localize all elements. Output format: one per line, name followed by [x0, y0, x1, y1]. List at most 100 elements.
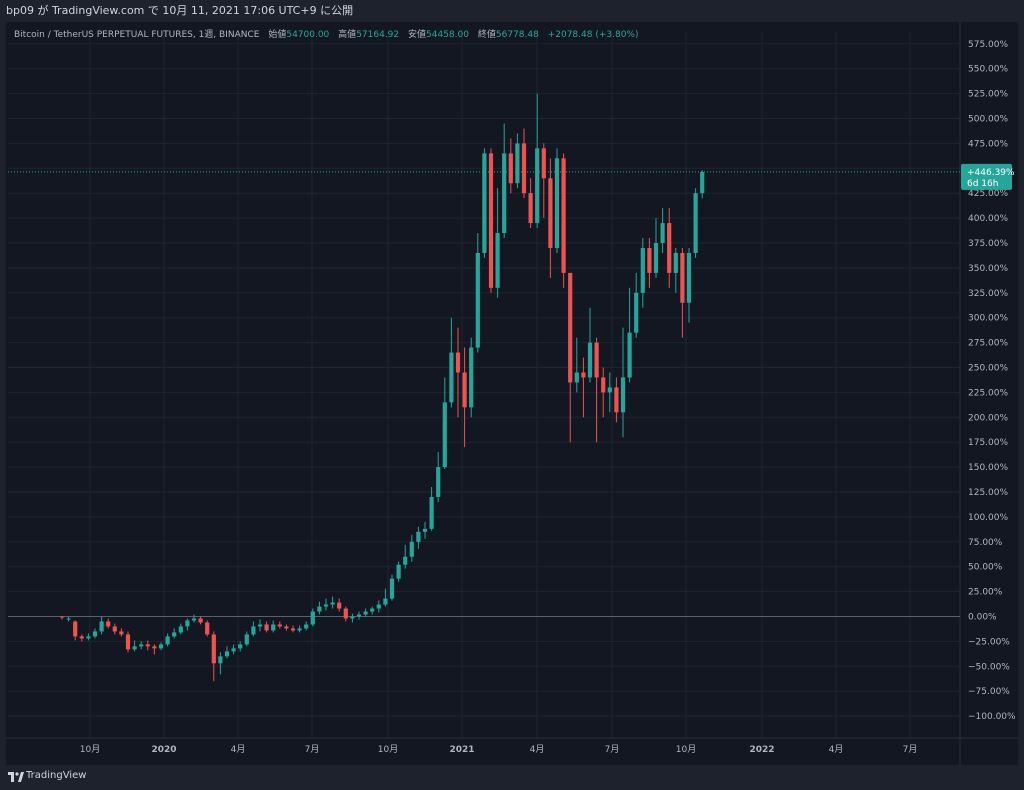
y-tick-label: 275.00%	[968, 339, 1008, 349]
tradingview-logo-icon	[8, 772, 24, 782]
x-tick-label: 4月	[829, 744, 844, 755]
candle-body	[185, 620, 190, 627]
legend-close: 56778.48	[495, 30, 539, 40]
candle-body	[323, 604, 329, 607]
candle-body	[244, 634, 249, 645]
candle-body	[251, 626, 256, 635]
candle-body	[178, 626, 183, 633]
candle-body	[601, 377, 606, 393]
candle-body	[581, 372, 586, 378]
candle-body	[508, 153, 513, 184]
candle-body	[310, 611, 315, 625]
y-tick-label: 25.00%	[968, 588, 1003, 598]
candle-body	[297, 628, 302, 631]
candle-body	[66, 618, 71, 620]
x-tick-label: 10月	[676, 744, 696, 755]
candle-body	[594, 342, 599, 378]
candle-body	[363, 611, 368, 615]
candle-body	[86, 636, 91, 639]
candle-body	[257, 624, 263, 627]
x-tick-label: 7月	[903, 744, 918, 755]
footer-brand: TradingView	[26, 770, 87, 781]
candle-body	[686, 252, 692, 303]
candle-body	[700, 171, 705, 194]
candle-body	[172, 632, 177, 637]
legend-low: 54458.00	[426, 30, 469, 40]
y-tick-label: 575.00%	[968, 40, 1008, 50]
y-tick-label: 400.00%	[968, 214, 1008, 224]
candle-body	[145, 644, 150, 647]
candle-body	[574, 372, 579, 383]
y-tick-label: 550.00%	[968, 65, 1008, 75]
candle-body	[515, 143, 520, 184]
candle-body	[614, 387, 619, 413]
candle-body	[224, 651, 230, 657]
chart-legend: Bitcoin / TetherUS PERPETUAL FUTURES, 1週…	[14, 27, 638, 40]
candle-body	[640, 247, 645, 293]
price-tag-bg	[961, 163, 1012, 190]
candle-body	[317, 606, 322, 612]
candle-body	[568, 272, 573, 383]
candle-body	[535, 148, 540, 224]
y-tick-label: 75.00%	[968, 538, 1003, 548]
candle-body	[152, 646, 157, 649]
candle-body	[79, 636, 84, 639]
y-tick-label: 250.00%	[968, 364, 1008, 374]
candle-body	[647, 247, 652, 273]
price-tag-countdown: 6d 16h	[967, 179, 998, 189]
candle-body	[541, 148, 546, 179]
x-tick-label: 7月	[305, 744, 320, 755]
x-tick-label: 2022	[749, 745, 774, 755]
candle-body	[429, 496, 434, 529]
candle-body	[455, 352, 461, 373]
candle-body	[191, 618, 197, 621]
candle-body	[403, 556, 408, 565]
publish-text: bp09 が TradingView.com で 10月 11, 2021 17…	[6, 4, 354, 17]
candle-body	[238, 644, 243, 649]
publish-header: bp09 が TradingView.com で 10月 11, 2021 17…	[0, 0, 1024, 22]
candle-body	[462, 372, 467, 408]
x-tick-label: 4月	[231, 744, 246, 755]
candle-body	[376, 604, 381, 609]
candle-body	[554, 158, 560, 248]
candle-body	[158, 644, 164, 649]
candle-body	[231, 648, 236, 652]
candle-body	[482, 153, 487, 253]
candle-body	[92, 631, 98, 637]
price-tag-value: +446.39%	[967, 168, 1015, 178]
candle-body	[370, 608, 375, 612]
candle-body	[165, 636, 170, 645]
candle-body	[422, 528, 428, 532]
y-tick-label: 375.00%	[968, 239, 1008, 249]
y-tick-label: −100.00%	[968, 712, 1016, 722]
candle-body	[634, 292, 639, 333]
candle-body	[73, 621, 78, 637]
candle-body	[660, 223, 665, 243]
candle-body	[132, 646, 137, 650]
y-tick-label: 175.00%	[968, 438, 1008, 448]
candle-body	[264, 624, 269, 631]
candle-body	[528, 193, 533, 224]
candle-body	[667, 223, 672, 273]
y-tick-label: −25.00%	[968, 637, 1010, 647]
legend-high-label: 高値	[338, 30, 357, 40]
y-tick-label: 100.00%	[968, 513, 1008, 523]
candle-body	[587, 342, 593, 378]
legend-close-label: 終値	[477, 30, 496, 40]
candle-body	[383, 598, 388, 605]
y-tick-label: 125.00%	[968, 488, 1008, 498]
y-tick-label: 500.00%	[968, 115, 1008, 125]
legend-change: +2078.48 (+3.80%)	[547, 30, 639, 40]
candle-body	[561, 158, 566, 273]
y-tick-label: 475.00%	[968, 139, 1008, 149]
x-tick-label: 2020	[151, 745, 176, 755]
candle-body	[442, 402, 447, 468]
y-tick-label: 200.00%	[968, 413, 1008, 423]
candle-body	[673, 252, 678, 273]
candle-body	[469, 347, 474, 408]
candle-body	[607, 387, 612, 393]
candle-body	[218, 656, 223, 664]
candle-body	[416, 531, 421, 542]
legend-high: 57164.92	[356, 30, 400, 40]
